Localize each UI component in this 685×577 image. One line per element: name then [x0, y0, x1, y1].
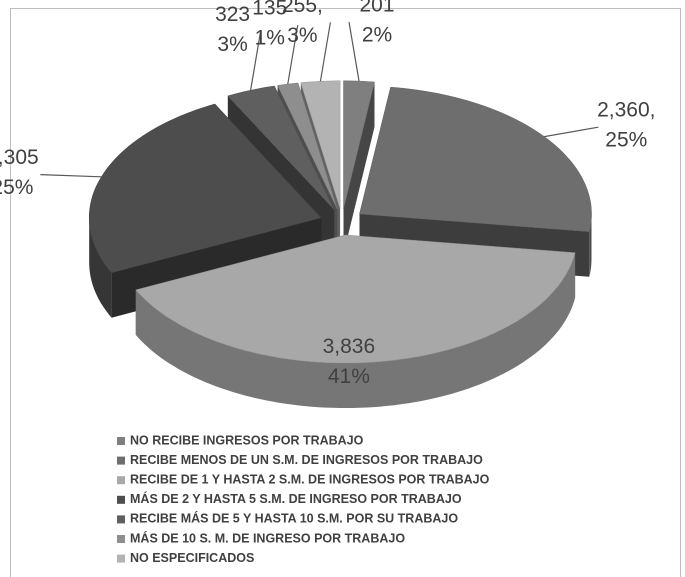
- legend-swatch: [117, 456, 125, 465]
- slice: [88, 103, 322, 273]
- leader-line: [250, 31, 262, 91]
- slice-side: [135, 252, 576, 408]
- value-label: 323: [215, 3, 250, 26]
- slice: [359, 86, 592, 232]
- legend-label: MÁS DE 2 Y HASTA 5 S.M. DE INGRESO POR T…: [130, 491, 462, 506]
- legend-label: RECIBE MÁS DE 5 Y HASTA 10 S.M. POR SU T…: [130, 511, 458, 526]
- slice-side: [343, 82, 375, 254]
- legend-swatch: [117, 554, 125, 563]
- percent-label: 1%: [255, 27, 285, 50]
- legend-swatch: [117, 535, 125, 543]
- legend-label: MÁS DE 10 S. M. DE INGRESO POR TRABAJO: [130, 530, 405, 545]
- percent-label: 41%: [328, 365, 370, 388]
- percent-label: 25%: [0, 176, 33, 199]
- legend-swatch: [117, 437, 125, 445]
- slice: [135, 234, 576, 364]
- value-label: 255,: [282, 0, 323, 17]
- legend-label: NO RECIBE INGRESOS POR TRABAJO: [130, 433, 364, 447]
- legend-swatch: [117, 476, 125, 485]
- legend-swatch: [117, 495, 125, 504]
- slice: [135, 234, 576, 408]
- percent-label: 25%: [605, 129, 647, 152]
- legend-label: RECIBE DE 1 Y HASTA 2 S.M. DE INGRESOS P…: [130, 472, 490, 486]
- leader-line: [319, 22, 332, 82]
- value-label: 135: [252, 0, 287, 20]
- percent-label: 3%: [217, 33, 247, 56]
- leader-line: [348, 22, 360, 82]
- slice: [227, 85, 335, 210]
- percent-label: 3%: [287, 24, 317, 47]
- slice-side: [89, 217, 112, 318]
- legend-swatch: [117, 515, 125, 524]
- value-label: 201: [359, 0, 394, 17]
- value-label: 2,305: [0, 146, 39, 169]
- leader-line: [544, 126, 599, 138]
- leader-line: [287, 24, 299, 85]
- chart-border: [10, 8, 681, 577]
- value-label: 3,836: [323, 335, 376, 358]
- legend-label: RECIBE MENOS DE UN S.M. DE INGRESOS POR …: [130, 453, 483, 467]
- legend-label: NO ESPECIFICADOS: [130, 551, 254, 565]
- percent-label: 2%: [362, 24, 392, 47]
- leader-line: [40, 174, 102, 178]
- value-label: 2,360,: [597, 99, 655, 122]
- slice: [277, 82, 338, 210]
